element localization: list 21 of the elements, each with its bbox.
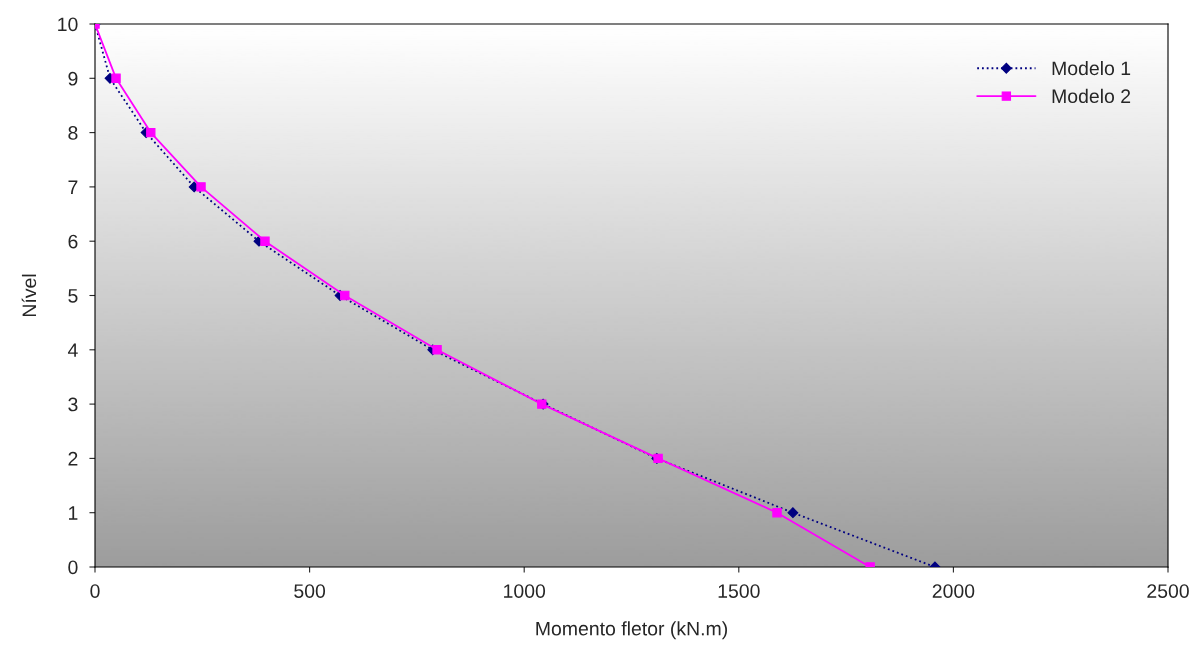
legend-label: Modelo 2 [1052,88,1131,104]
x-tick-label: 1500 [718,584,760,598]
x-tick-label: 0 [90,584,100,598]
y-tick-label: 5 [68,289,78,303]
x-tick-label: 1000 [504,584,546,598]
y-tick-label: 9 [68,71,78,86]
y-tick-label: 8 [68,126,78,140]
x-tick-label: 500 [294,584,326,598]
y-tick-label: 6 [68,234,78,249]
y-tick-label: 0 [68,560,78,575]
y-tick-label: 7 [68,180,78,194]
x-tick-label: 2500 [1147,584,1189,598]
y-tick-label: 10 [58,17,78,32]
x-tick-label: 2000 [932,584,975,598]
legend-label: Modelo 1 [1052,60,1131,76]
y-tick-label: 2 [68,451,78,466]
y-tick-label: 1 [69,506,78,520]
y-tick-label: 3 [68,397,78,412]
y-axis-title: Nível [21,274,37,317]
x-axis-title: Momento fletor (kN.m) [536,621,727,640]
y-tick-label: 4 [67,343,78,357]
